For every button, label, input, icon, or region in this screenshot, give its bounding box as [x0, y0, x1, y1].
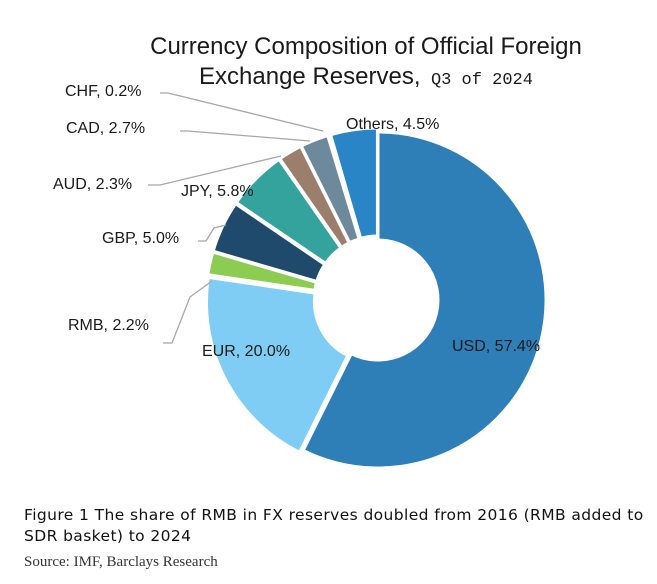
pie-slice-usd	[301, 130, 548, 470]
chart-title-main: Exchange Reserves,	[199, 63, 420, 90]
slice-label-jpy: JPY, 5.8%	[181, 183, 254, 200]
leader-line-rmb	[163, 280, 213, 344]
slice-label-others: Others, 4.5%	[346, 116, 439, 133]
slice-label-cad: CAD, 2.7%	[66, 120, 145, 137]
pie-chart: Currency Composition of Official Foreign…	[53, 33, 582, 470]
figure-caption: Figure 1 The share of RMB in FX reserves…	[24, 506, 644, 545]
slice-label-chf: CHF, 0.2%	[65, 83, 141, 100]
slice-label-aud: AUD, 2.3%	[53, 176, 132, 193]
pie-slice-eur	[204, 275, 350, 455]
leader-line-gbp	[198, 224, 227, 242]
leader-line-cad	[180, 130, 311, 142]
slice-label-gbp: GBP, 5.0%	[102, 230, 179, 247]
slice-label-eur: EUR, 20.0%	[202, 343, 290, 360]
leader-line-chf	[160, 92, 324, 132]
slice-label-usd: USD, 57.4%	[452, 338, 540, 355]
chart-title-period: Q3 of 2024	[431, 71, 533, 90]
chart-title-line2: Exchange Reserves, Q3 of 2024	[199, 63, 533, 90]
chart-title-line1: Currency Composition of Official Foreign	[150, 33, 582, 60]
leader-line-aud	[148, 155, 282, 186]
figure-source: Source: IMF, Barclays Research	[24, 554, 218, 570]
pie-slice-others	[328, 126, 379, 241]
slice-label-rmb: RMB, 2.2%	[68, 317, 149, 334]
